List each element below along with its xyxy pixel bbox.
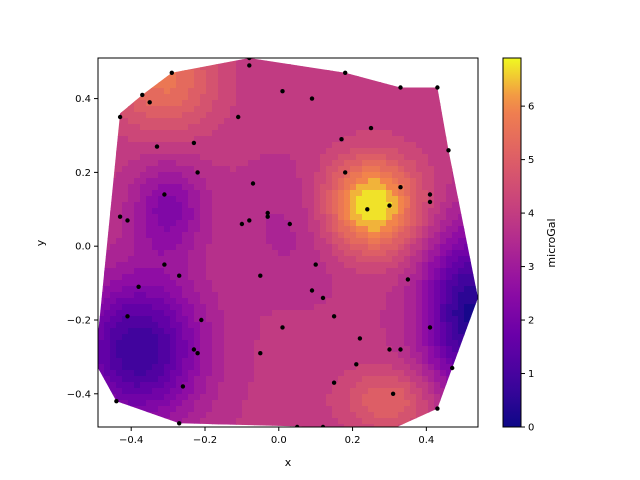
sample-point: [387, 347, 392, 352]
colorbar-tick-label: 2: [528, 316, 534, 327]
sample-point: [313, 262, 318, 267]
sample-point: [117, 114, 123, 120]
sample-point: [247, 63, 252, 68]
sample-point: [398, 185, 403, 190]
sample-point: [435, 85, 440, 90]
sample-point: [191, 140, 197, 146]
colorbar-tick-label: 3: [528, 262, 534, 273]
colorbar-tick-label: 1: [528, 369, 534, 380]
sample-point: [320, 424, 326, 427]
sample-point: [114, 399, 119, 404]
colorbar-tick-label: 0: [528, 423, 534, 434]
sample-point: [309, 288, 315, 293]
sample-point: [320, 295, 326, 301]
sample-point: [195, 351, 200, 356]
sample-point: [169, 70, 174, 76]
sample-point: [295, 424, 300, 427]
sample-point: [435, 406, 440, 411]
sample-point: [331, 380, 337, 385]
sample-point: [331, 314, 337, 319]
sample-point: [125, 218, 130, 223]
sample-point: [450, 365, 455, 371]
sample-point: [195, 170, 200, 175]
sample-point: [339, 137, 344, 142]
sample-point: [446, 148, 451, 153]
y-tick-label: −0.2: [67, 315, 91, 326]
sample-point: [162, 192, 167, 197]
sample-point: [180, 384, 186, 389]
contour-fill: [98, 58, 478, 427]
sample-point: [343, 170, 348, 175]
sample-point: [427, 325, 433, 330]
sample-point: [147, 100, 152, 105]
y-tick-label: 0.0: [75, 242, 91, 253]
contour-cells: [98, 58, 478, 427]
y-axis-label: y: [34, 239, 47, 246]
sample-point: [343, 70, 348, 76]
sample-point: [427, 199, 433, 205]
sample-point: [258, 273, 263, 278]
sample-point: [239, 221, 245, 227]
sample-point: [247, 58, 252, 61]
sample-point: [177, 273, 182, 278]
sample-point: [265, 214, 270, 219]
plot-frame: [97, 57, 479, 428]
sample-point: [140, 92, 145, 98]
sample-points: [114, 58, 455, 427]
sample-point: [357, 336, 363, 341]
x-tick-label: 0.4: [418, 435, 434, 446]
colorbar-tick-label: 4: [528, 209, 534, 220]
sample-point: [265, 210, 270, 216]
sample-point: [258, 351, 263, 356]
colorbar-gradient: [502, 57, 522, 428]
sample-point: [136, 284, 141, 289]
sample-point: [125, 314, 130, 319]
y-tick-label: −0.4: [67, 389, 91, 400]
sample-point: [354, 362, 359, 367]
x-tick-label: 0.0: [271, 435, 287, 446]
colorbar-tick-label: 5: [528, 155, 534, 166]
sample-point: [368, 125, 374, 131]
sample-point: [250, 181, 256, 186]
sample-point: [236, 114, 241, 120]
sample-point: [162, 262, 167, 267]
sample-point: [117, 214, 123, 219]
sample-point: [387, 203, 392, 208]
sample-point: [247, 218, 252, 223]
sample-point: [199, 317, 204, 323]
sample-point: [177, 421, 182, 426]
x-axis-ticks: −0.4 −0.2 0.0 0.2 0.4: [119, 427, 434, 446]
sample-point: [154, 144, 160, 149]
sample-point: [365, 207, 370, 212]
sample-point: [191, 347, 197, 352]
sample-point: [398, 85, 403, 90]
x-tick-label: −0.4: [119, 435, 143, 446]
sample-point: [405, 277, 411, 282]
y-tick-label: 0.4: [75, 94, 91, 105]
sample-point: [280, 89, 285, 94]
sample-point: [280, 325, 285, 330]
y-tick-label: 0.2: [75, 168, 91, 179]
sample-point: [287, 221, 292, 227]
sample-point: [390, 391, 396, 396]
colorbar-tick-label: 6: [528, 102, 534, 113]
colorbar-ticks: 0 1 2 3 4 5 6: [521, 102, 534, 434]
colorbar-label: microGal: [545, 218, 558, 267]
sample-point: [427, 192, 433, 197]
x-axis-label: x: [285, 456, 292, 469]
sample-point: [398, 347, 403, 352]
y-axis-ticks: −0.4 −0.2 0.0 0.2 0.4: [67, 94, 98, 400]
x-tick-label: 0.2: [345, 435, 361, 446]
x-tick-label: −0.2: [193, 435, 217, 446]
colorbar: 0 1 2 3 4 5 6 microGal: [502, 57, 558, 434]
sample-point: [309, 96, 315, 101]
